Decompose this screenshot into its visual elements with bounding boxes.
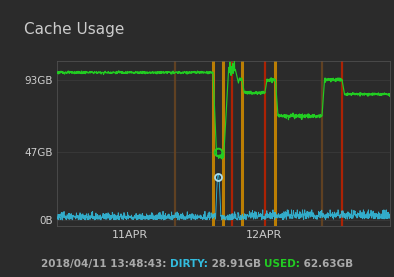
Text: Cache Usage: Cache Usage: [24, 22, 124, 37]
Text: 62.63GB: 62.63GB: [300, 259, 353, 269]
Text: 28.91GB: 28.91GB: [208, 259, 264, 269]
Text: DIRTY:: DIRTY:: [170, 259, 208, 269]
Text: USED:: USED:: [264, 259, 300, 269]
Text: 2018/04/11 13:48:43:: 2018/04/11 13:48:43:: [41, 259, 170, 269]
